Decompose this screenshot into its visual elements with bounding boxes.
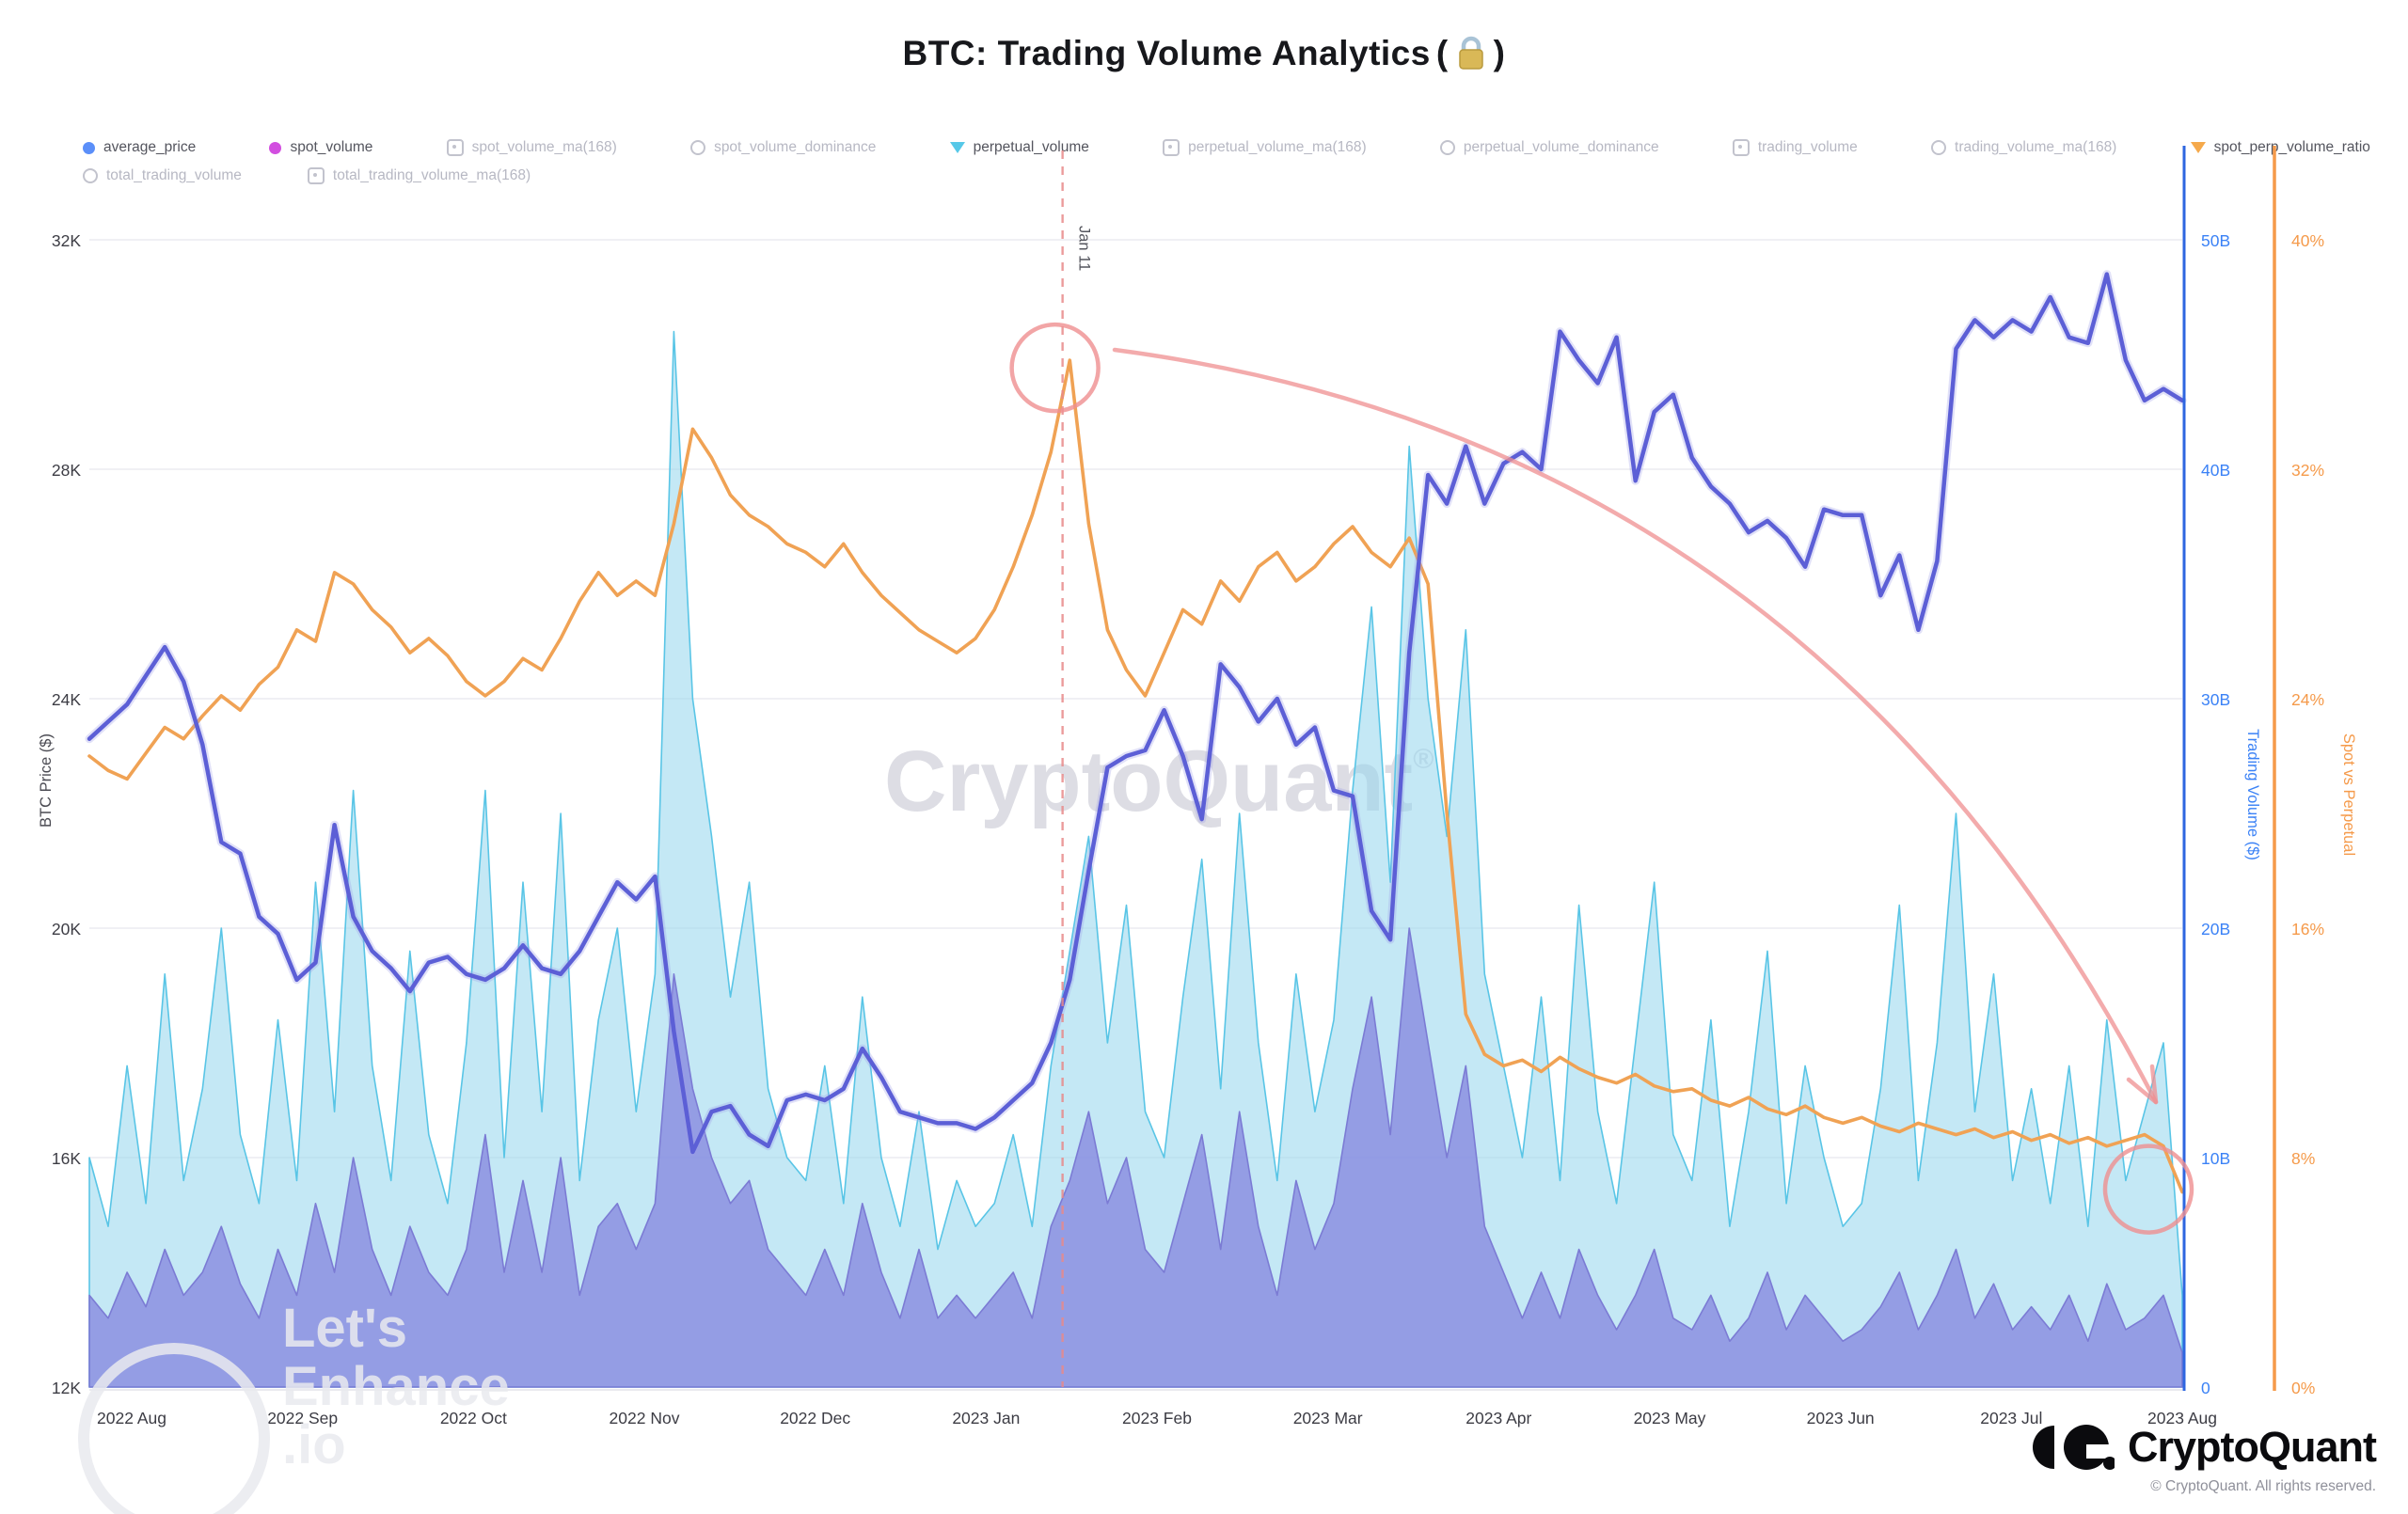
legend-item-perpetual_volume_ma(168)[interactable]: perpetual_volume_ma(168) (1163, 139, 1367, 156)
legend: average_price spot_volume spot_volume_ma(1… (83, 139, 2370, 184)
ratio-axis-tick: 32% (2291, 461, 2324, 480)
ratio-axis-tick: 8% (2291, 1149, 2315, 1168)
legend-marker-dot (83, 141, 95, 154)
x-axis-tick: 2022 Oct (440, 1409, 507, 1427)
legend-item-spot_perp_volume_ratio[interactable]: spot_perp_volume_ratio (2190, 139, 2370, 156)
legend-item-spot_volume_dominance[interactable]: spot_volume_dominance (690, 139, 876, 156)
x-axis-tick: 2023 Feb (1122, 1409, 1192, 1427)
left-axis-tick: 16K (52, 1149, 81, 1168)
ratio-axis-tick: 24% (2291, 690, 2324, 709)
volume-axis-tick: 40B (2201, 461, 2230, 480)
series-area-perpetual_volume (88, 330, 2183, 1388)
svg-text:Let's: Let's (282, 1298, 407, 1359)
x-axis-tick: 2023 Aug (2147, 1409, 2217, 1427)
legend-item-perpetual_volume_dominance[interactable]: perpetual_volume_dominance (1439, 139, 1659, 156)
volume-axis-tick: 10B (2201, 1149, 2230, 1168)
legend-item-spot_volume_ma(168)[interactable]: spot_volume_ma(168) (446, 139, 617, 156)
legend-item-total_trading_volume_ma(168)[interactable]: total_trading_volume_ma(168) (307, 167, 531, 184)
x-axis-tick: 2023 May (1634, 1409, 1706, 1427)
legend-marker-tri (2190, 142, 2206, 153)
annotation-circle-peak (1009, 322, 1101, 414)
volume-axis-title: Trading Volume ($) (2244, 729, 2261, 860)
legend-marker-box (1732, 139, 1750, 156)
series-line-average_price (87, 272, 2185, 1155)
legend-item-trading_volume[interactable]: trading_volume (1732, 139, 1858, 156)
volume-axis-tick: 50B (2201, 231, 2230, 250)
legend-item-perpetual_volume[interactable]: perpetual_volume (949, 139, 1089, 156)
legend-marker-circ (1931, 140, 1947, 155)
legend-marker-circ (83, 168, 98, 183)
annotation-arrowhead (2126, 1064, 2159, 1105)
legend-marker-dot (269, 141, 282, 154)
legend-label: average_price (103, 139, 197, 155)
legend-item-total_trading_volume[interactable]: total_trading_volume (83, 167, 242, 184)
x-axis-tick: 2023 Mar (1293, 1409, 1363, 1427)
legend-label: trading_volume (1757, 139, 1858, 155)
left-axis-title: BTC Price ($) (38, 733, 55, 828)
chart-title: BTC: Trading Volume Analytics ( ) (0, 34, 2408, 73)
legend-item-average_price[interactable]: average_price (83, 139, 196, 156)
left-axis-tick: 20K (52, 920, 81, 938)
cryptoquant-logo-icon (2028, 1422, 2115, 1473)
ratio-axis-tick: 40% (2291, 231, 2324, 250)
x-axis-tick: 2023 Jun (1807, 1409, 1875, 1427)
x-axis-tick: 2023 Jul (1980, 1409, 2042, 1427)
volume-axis-tick: 20B (2201, 920, 2230, 938)
ratio-axis-tick: 16% (2291, 920, 2324, 938)
series-line-spot_perp_volume_ratio (87, 358, 2184, 1194)
volume-axis-tick: 30B (2201, 690, 2230, 709)
x-axis-tick: 2022 Nov (610, 1409, 680, 1427)
legend-row-1: average_price spot_volume spot_volume_ma(1… (83, 139, 2370, 156)
left-axis-tick: 24K (52, 690, 81, 709)
footer: CryptoQuant © CryptoQuant. All rights re… (2028, 1422, 2377, 1495)
legend-item-trading_volume_ma(168)[interactable]: trading_volume_ma(168) (1931, 139, 2116, 156)
svg-text:Enhance: Enhance (282, 1356, 510, 1417)
event-date-label: Jan 11 (1076, 226, 1093, 271)
svg-text:.io: .io (282, 1414, 346, 1475)
x-axis-tick: 2023 Jan (952, 1409, 1020, 1427)
x-axis-tick: 2022 Sep (267, 1409, 338, 1427)
brand-line: CryptoQuant (2028, 1422, 2377, 1473)
brand-name: CryptoQuant (2128, 1423, 2377, 1471)
legend-label: spot_volume_ma(168) (471, 139, 617, 155)
x-axis-tick: 2023 Apr (1465, 1409, 1531, 1427)
series-area-spot_volume (88, 927, 2183, 1388)
chart-title-text: BTC: Trading Volume Analytics (902, 34, 1431, 72)
legend-label: total_trading_volume_ma(168) (332, 167, 531, 183)
legend-label: total_trading_volume (106, 167, 242, 183)
volume-axis-tick: 0 (2201, 1379, 2210, 1397)
legend-label: perpetual_volume_ma(168) (1188, 139, 1367, 155)
legend-label: perpetual_volume_dominance (1463, 139, 1659, 155)
lock-icon (1456, 36, 1486, 71)
ratio-axis-tick: 0% (2291, 1379, 2315, 1397)
legend-marker-box (446, 139, 464, 156)
left-axis-tick: 28K (52, 461, 81, 480)
annotation-circle-end (2102, 1143, 2194, 1235)
copyright-text: © CryptoQuant. All rights reserved. (2150, 1478, 2376, 1494)
legend-item-spot_volume[interactable]: spot_volume (269, 139, 372, 156)
ratio-axis-title: Spot vs Perpetual (2340, 733, 2357, 856)
legend-marker-circ (1439, 140, 1455, 155)
x-axis-tick: 2022 Dec (780, 1409, 850, 1427)
legend-row-2: total_trading_volume total_trading_volume… (83, 167, 2370, 184)
legend-label: spot_volume_dominance (714, 139, 877, 155)
legend-marker-tri (949, 142, 965, 153)
legend-label: perpetual_volume (973, 139, 1089, 155)
title-paren-close: ) (1493, 34, 1506, 72)
legend-label: spot_volume (290, 139, 373, 155)
left-axis-tick: 12K (52, 1379, 81, 1397)
legend-marker-box (307, 167, 325, 184)
legend-label: spot_perp_volume_ratio (2213, 139, 2370, 155)
x-axis-tick: 2022 Aug (97, 1409, 166, 1427)
title-paren-open: ( (1435, 34, 1449, 72)
annotation-arrow (1112, 347, 2159, 1105)
legend-marker-circ (690, 140, 706, 155)
legend-label: trading_volume_ma(168) (1955, 139, 2117, 155)
legend-marker-box (1163, 139, 1180, 156)
left-axis-tick: 32K (52, 231, 81, 250)
